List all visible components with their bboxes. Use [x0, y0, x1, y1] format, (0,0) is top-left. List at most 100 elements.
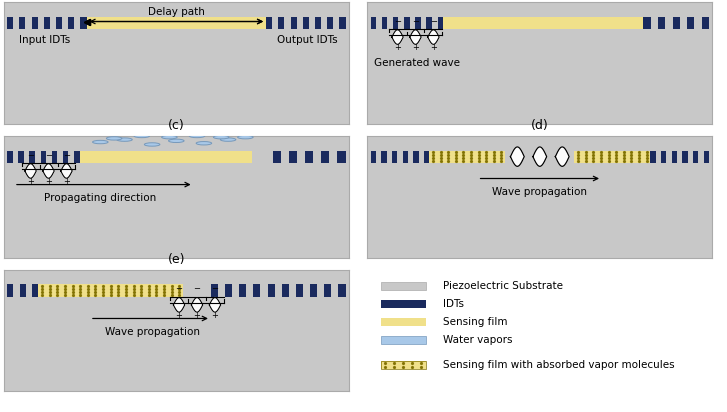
Bar	[643, 16, 651, 29]
Bar	[404, 16, 409, 29]
Bar	[338, 284, 345, 297]
Text: Piezoelectric Substrate: Piezoelectric Substrate	[443, 281, 563, 290]
Bar	[661, 150, 667, 163]
Bar	[704, 150, 709, 163]
Bar	[687, 16, 694, 29]
Bar	[438, 16, 443, 29]
Bar	[289, 150, 297, 163]
Bar	[337, 150, 345, 163]
Text: +: +	[430, 43, 437, 52]
Bar	[381, 337, 426, 344]
Bar	[429, 150, 505, 163]
Ellipse shape	[117, 138, 132, 141]
Ellipse shape	[196, 142, 212, 145]
Bar	[211, 284, 218, 297]
Polygon shape	[191, 297, 203, 312]
Ellipse shape	[169, 139, 184, 143]
Ellipse shape	[106, 137, 122, 140]
Text: Wave propagation: Wave propagation	[105, 327, 200, 337]
Ellipse shape	[161, 136, 177, 139]
Bar	[381, 282, 426, 290]
Text: −: −	[45, 151, 52, 160]
Bar	[7, 284, 13, 297]
Text: Propagating direction: Propagating direction	[44, 193, 156, 203]
Bar	[44, 16, 50, 29]
Bar	[20, 16, 25, 29]
Bar	[63, 150, 68, 163]
Polygon shape	[510, 147, 524, 166]
Polygon shape	[61, 164, 72, 178]
Text: Wave propagation: Wave propagation	[492, 187, 587, 197]
Bar	[443, 16, 643, 29]
Ellipse shape	[220, 138, 236, 141]
Text: Sensing film: Sensing film	[443, 317, 507, 327]
Bar	[702, 16, 709, 29]
Bar	[310, 284, 317, 297]
Text: Water vapors: Water vapors	[443, 335, 513, 345]
Polygon shape	[173, 297, 185, 312]
Bar	[305, 150, 313, 163]
Ellipse shape	[189, 134, 205, 138]
Text: (d): (d)	[531, 119, 549, 132]
Polygon shape	[410, 30, 421, 44]
Bar	[381, 300, 426, 308]
Text: IDTs: IDTs	[443, 299, 464, 309]
Bar	[296, 284, 303, 297]
Bar	[52, 150, 57, 163]
Bar	[340, 16, 345, 29]
Text: +: +	[45, 177, 52, 186]
Text: −: −	[193, 285, 201, 294]
Bar	[693, 150, 699, 163]
Bar	[68, 16, 74, 29]
Text: +: +	[27, 177, 34, 186]
Text: −: −	[212, 285, 219, 294]
Text: +: +	[63, 177, 70, 186]
Bar	[393, 16, 398, 29]
Bar	[29, 150, 35, 163]
Polygon shape	[533, 147, 547, 166]
Bar	[574, 150, 651, 163]
Text: −: −	[175, 285, 182, 294]
Bar	[658, 16, 665, 29]
Bar	[225, 284, 232, 297]
Text: Output IDTs: Output IDTs	[277, 35, 338, 45]
Bar	[302, 16, 309, 29]
Bar	[7, 16, 13, 29]
Text: (c): (c)	[168, 119, 185, 132]
Bar	[371, 150, 376, 163]
Bar	[382, 16, 387, 29]
Bar	[381, 361, 426, 369]
Polygon shape	[392, 30, 403, 44]
Ellipse shape	[238, 136, 253, 139]
Bar	[291, 16, 297, 29]
Bar	[278, 16, 284, 29]
Polygon shape	[427, 30, 439, 44]
Bar	[74, 150, 80, 163]
Text: Delay path: Delay path	[148, 7, 205, 17]
Text: Generated wave: Generated wave	[374, 58, 460, 68]
Bar	[324, 284, 332, 297]
Bar	[87, 16, 266, 29]
Bar	[672, 16, 680, 29]
Polygon shape	[555, 147, 569, 166]
Ellipse shape	[134, 134, 150, 138]
Bar	[683, 150, 688, 163]
Bar	[415, 16, 421, 29]
Bar	[424, 150, 429, 163]
Bar	[239, 284, 246, 297]
Text: +: +	[412, 43, 419, 52]
Bar	[371, 16, 376, 29]
Bar	[392, 150, 397, 163]
Text: −: −	[394, 17, 401, 26]
Bar	[31, 16, 38, 29]
Polygon shape	[209, 297, 221, 312]
Bar	[321, 150, 329, 163]
Ellipse shape	[214, 136, 229, 139]
Bar	[266, 16, 272, 29]
Text: −: −	[63, 151, 70, 160]
Text: +: +	[212, 311, 218, 320]
Bar	[381, 361, 426, 369]
Bar	[56, 16, 62, 29]
Bar	[7, 150, 12, 163]
Text: (e): (e)	[167, 253, 185, 266]
